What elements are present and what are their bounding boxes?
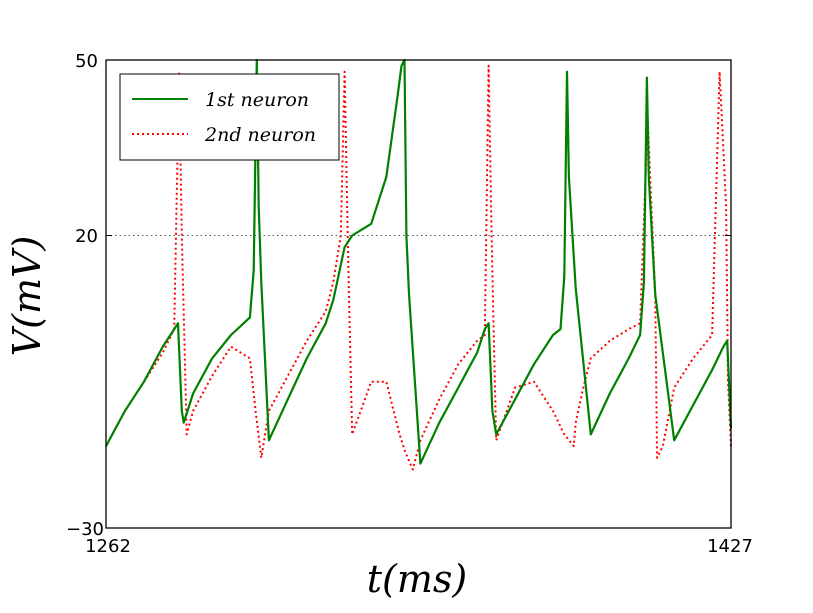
x-axis-label: t(ms): [367, 557, 467, 601]
y-tick-label-bottom: −30: [66, 519, 104, 540]
y-axis-label: V(mV): [5, 236, 49, 357]
x-tick-label-left: 1262: [85, 536, 131, 557]
x-tick-label-right: 1427: [707, 536, 753, 557]
ticks: [105, 59, 732, 529]
legend: 1st neuron 2nd neuron: [119, 73, 340, 161]
legend-label-2nd-neuron: 2nd neuron: [204, 124, 316, 146]
series-line-1st-neuron: [105, 58, 733, 465]
y-tick-label-top: 50: [75, 51, 98, 72]
y-tick-label-middle: 20: [75, 226, 98, 247]
plot-series: [105, 58, 733, 471]
legend-label-1st-neuron: 1st neuron: [205, 89, 309, 111]
legend-box: [119, 73, 340, 161]
plot-frame: [105, 59, 732, 529]
